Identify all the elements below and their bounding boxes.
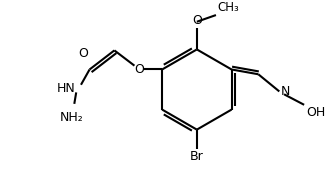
Text: Br: Br	[190, 150, 204, 163]
Text: NH₂: NH₂	[59, 110, 83, 124]
Text: CH₃: CH₃	[217, 1, 239, 14]
Text: O: O	[192, 14, 202, 28]
Text: N: N	[280, 85, 290, 98]
Text: O: O	[78, 47, 88, 60]
Text: O: O	[134, 63, 144, 76]
Text: OH: OH	[306, 106, 325, 119]
Text: HN: HN	[56, 82, 75, 95]
